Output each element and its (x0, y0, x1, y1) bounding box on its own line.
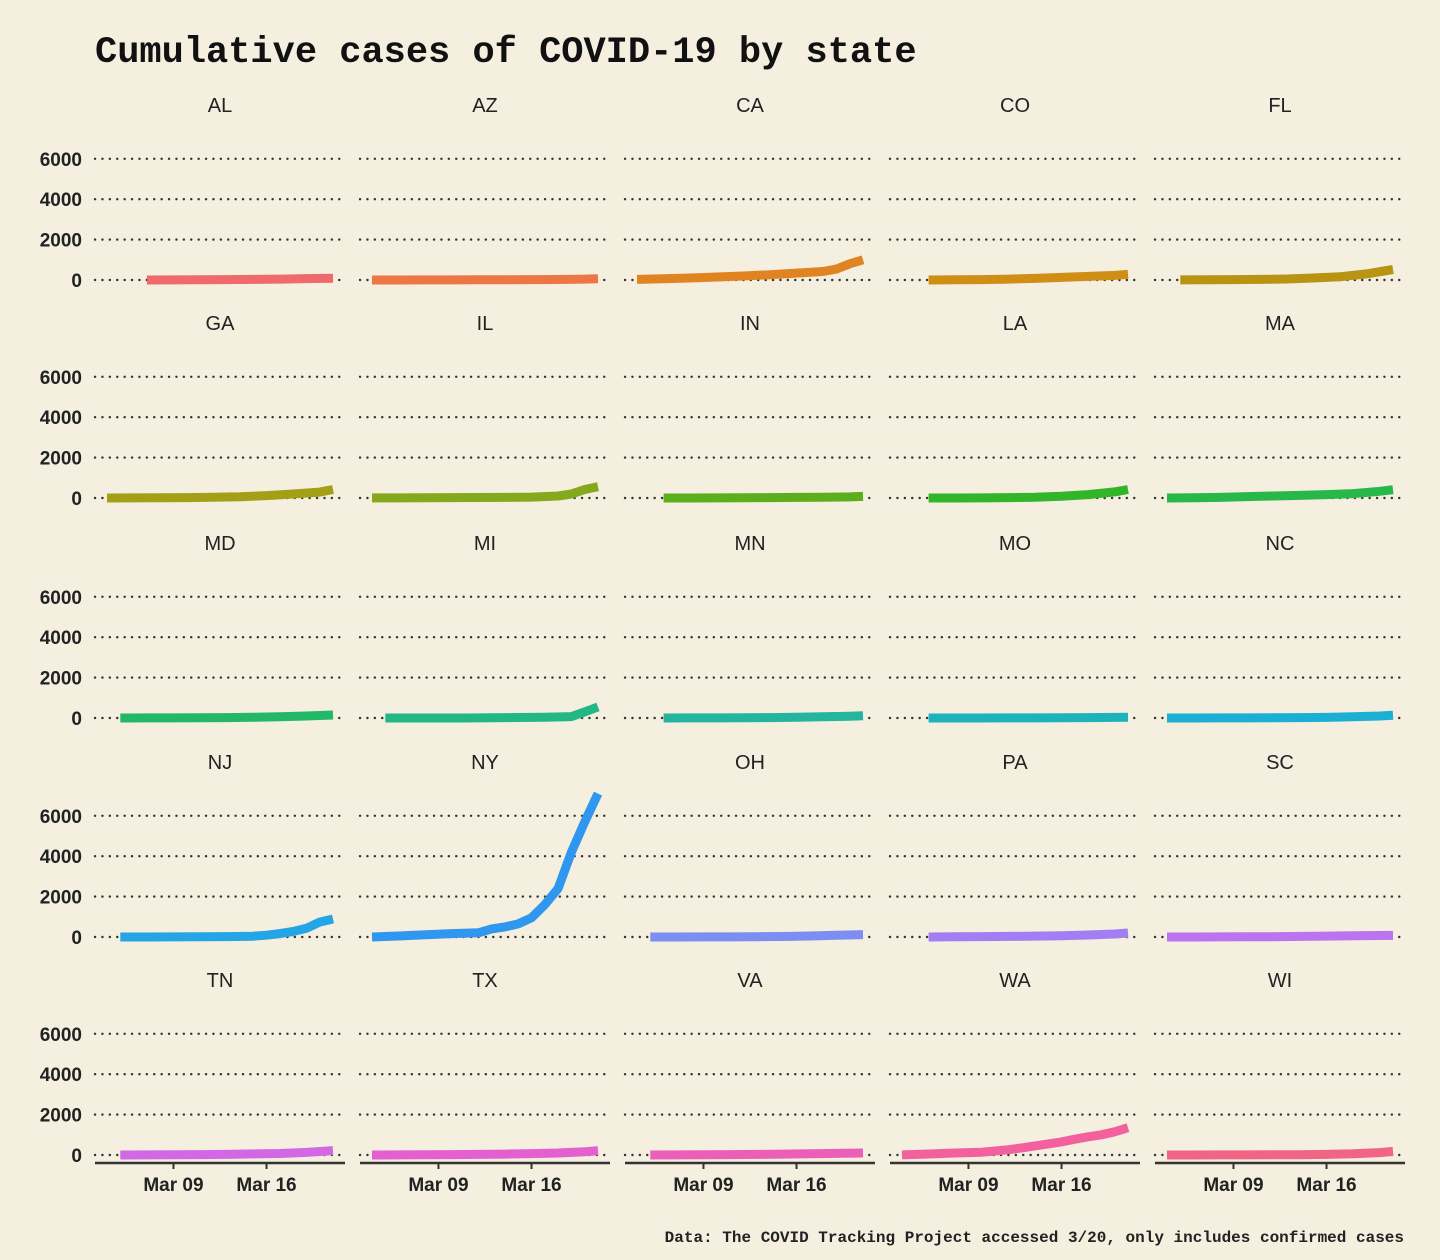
panel-label-GA: GA (206, 313, 236, 335)
series-line-MD (120, 710, 334, 723)
y-tick-label: 0 (71, 489, 82, 510)
y-tick-label: 6000 (40, 807, 82, 828)
y-tick-label: 2000 (40, 1106, 82, 1127)
x-tick-label: Mar 09 (938, 1175, 998, 1196)
panel-label-CO: CO (1000, 95, 1030, 117)
panel-label-IL: IL (477, 313, 494, 335)
series-line-VA (650, 1148, 864, 1160)
panel-label-TN: TN (207, 970, 234, 992)
x-tick-label: Mar 09 (673, 1175, 733, 1196)
series-line-TN (120, 1146, 334, 1160)
series-line-CA (636, 255, 865, 284)
panel-label-LA: LA (1003, 313, 1028, 335)
panel-label-CA: CA (736, 95, 764, 117)
series-line-OH (650, 930, 864, 942)
panel-label-NC: NC (1266, 533, 1295, 555)
series-line-PA (928, 928, 1129, 942)
y-tick-label: 2000 (40, 888, 82, 909)
panel-label-MI: MI (474, 533, 496, 555)
series-line-GA (106, 485, 334, 503)
series-line-NJ (120, 914, 335, 942)
series-line-CO (928, 269, 1129, 285)
panel-label-WI: WI (1268, 970, 1292, 992)
series-line-MA (1166, 485, 1394, 503)
x-tick-label: Mar 16 (1031, 1175, 1091, 1196)
y-tick-label: 4000 (40, 190, 82, 211)
series-line-TX (371, 1146, 599, 1160)
panel-label-IN: IN (740, 313, 760, 335)
panel-label-NJ: NJ (208, 752, 232, 774)
panel-label-SC: SC (1266, 752, 1294, 774)
series-line-MO (928, 712, 1129, 723)
series-line-LA (928, 485, 1129, 503)
x-tick-label: Mar 16 (766, 1175, 826, 1196)
x-tick-label: Mar 09 (143, 1175, 203, 1196)
y-tick-label: 0 (71, 271, 82, 292)
y-tick-label: 4000 (40, 408, 82, 429)
panel-label-AL: AL (208, 95, 232, 117)
panel-label-MA: MA (1265, 313, 1296, 335)
x-tick-label: Mar 09 (408, 1175, 468, 1196)
y-tick-label: 0 (71, 709, 82, 730)
panel-label-MN: MN (734, 533, 765, 555)
series-line-IN (663, 491, 864, 503)
series-line-WA (901, 1123, 1130, 1160)
y-tick-label: 6000 (40, 368, 82, 389)
series-line-AZ (372, 274, 599, 285)
panel-label-FL: FL (1268, 95, 1291, 117)
y-tick-label: 2000 (40, 231, 82, 252)
panel-label-TX: TX (472, 970, 498, 992)
y-tick-label: 0 (71, 1146, 82, 1167)
panel-label-AZ: AZ (472, 95, 498, 117)
panel-label-WA: WA (999, 970, 1031, 992)
panel-label-PA: PA (1002, 752, 1028, 774)
panel-label-MO: MO (999, 533, 1031, 555)
series-line-IL (372, 482, 599, 503)
series-line-WI (1167, 1146, 1394, 1160)
x-tick-label: Mar 16 (501, 1175, 561, 1196)
x-tick-label: Mar 16 (236, 1175, 296, 1196)
x-tick-label: Mar 16 (1296, 1175, 1356, 1196)
y-tick-label: 6000 (40, 150, 82, 171)
x-tick-label: Mar 09 (1203, 1175, 1263, 1196)
series-line-AL (146, 273, 334, 285)
series-line-NY (371, 791, 603, 942)
series-line-MI (385, 702, 600, 723)
series-line-MN (663, 711, 864, 723)
y-tick-label: 2000 (40, 669, 82, 690)
panel-label-NY: NY (471, 752, 499, 774)
y-tick-label: 4000 (40, 847, 82, 868)
chart-caption: Data: The COVID Tracking Project accesse… (665, 1229, 1404, 1247)
panel-label-VA: VA (737, 970, 763, 992)
panel-label-OH: OH (735, 752, 765, 774)
series-line-NC (1167, 710, 1394, 723)
y-tick-label: 6000 (40, 1025, 82, 1046)
y-tick-label: 0 (71, 928, 82, 949)
panel-label-MD: MD (204, 533, 235, 555)
y-tick-label: 4000 (40, 628, 82, 649)
chart-title: Cumulative cases of COVID-19 by state (95, 32, 917, 74)
series-line-FL (1180, 265, 1394, 285)
y-tick-label: 2000 (40, 449, 82, 470)
series-line-SC (1167, 930, 1394, 942)
y-tick-label: 4000 (40, 1065, 82, 1086)
y-tick-label: 6000 (40, 588, 82, 609)
